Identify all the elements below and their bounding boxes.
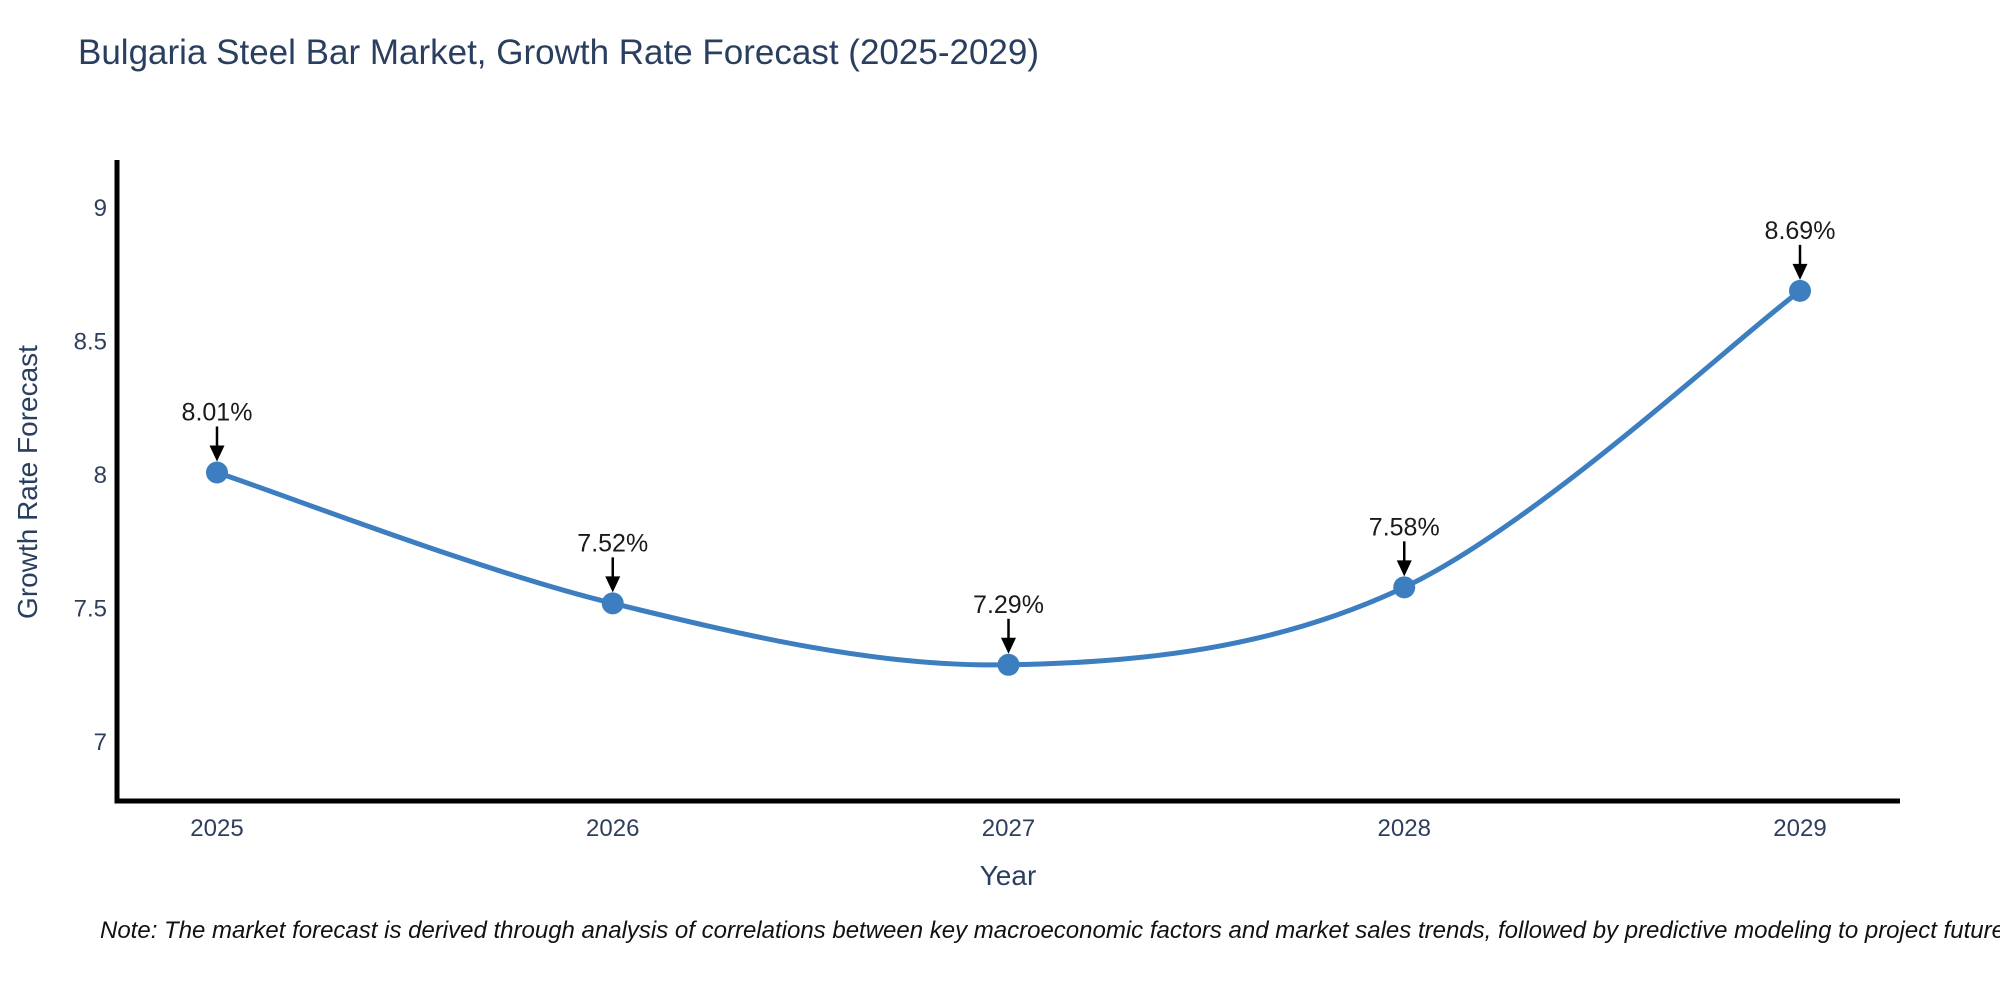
annotation-arrow-head bbox=[605, 576, 621, 593]
annotation-label: 8.01% bbox=[182, 398, 253, 426]
x-tick-label: 2027 bbox=[982, 815, 1035, 842]
footnote: Note: The market forecast is derived thr… bbox=[100, 917, 2000, 944]
data-point-marker bbox=[997, 653, 1020, 676]
x-tick-label: 2026 bbox=[586, 815, 639, 842]
x-axis-title: Year bbox=[979, 860, 1037, 891]
data-point-marker bbox=[1393, 576, 1416, 599]
y-tick-label: 9 bbox=[94, 195, 107, 222]
data-point-marker bbox=[206, 461, 228, 484]
annotation-label: 8.69% bbox=[1765, 217, 1836, 245]
y-axis-title: Growth Rate Forecast bbox=[12, 345, 43, 619]
x-tick-label: 2025 bbox=[190, 815, 243, 842]
annotation-arrow-head bbox=[1001, 637, 1016, 654]
y-tick-label: 8.5 bbox=[74, 329, 107, 356]
data-point-marker bbox=[601, 592, 624, 615]
chart-title: Bulgaria Steel Bar Market, Growth Rate F… bbox=[78, 33, 1039, 72]
y-tick-label: 7.5 bbox=[74, 596, 107, 623]
annotation-label: 7.29% bbox=[973, 591, 1044, 619]
data-point-marker bbox=[1789, 279, 1811, 302]
x-tick-label: 2029 bbox=[1773, 815, 1826, 842]
annotation-label: 7.52% bbox=[577, 529, 648, 557]
annotation-label: 7.58% bbox=[1369, 513, 1440, 541]
y-tick-label: 8 bbox=[94, 462, 107, 489]
annotation-arrow-head bbox=[1792, 263, 1808, 280]
annotation-arrow-head bbox=[1396, 560, 1412, 577]
annotation-arrow-head bbox=[209, 445, 225, 462]
x-tick-label: 2028 bbox=[1378, 815, 1431, 842]
y-tick-label: 7 bbox=[94, 729, 107, 756]
